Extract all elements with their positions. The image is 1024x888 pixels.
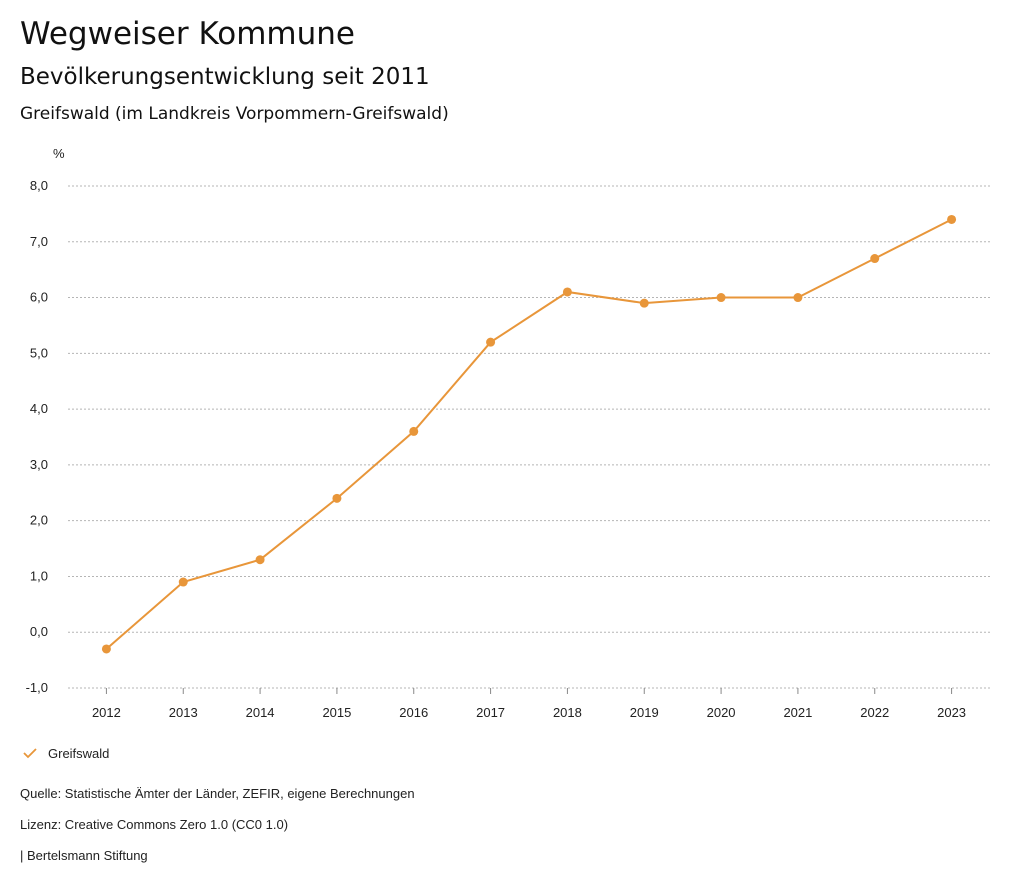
x-tick-label: 2014	[246, 705, 275, 720]
data-point[interactable]	[716, 293, 726, 303]
x-tick-label: 2012	[92, 705, 121, 720]
y-axis-unit: %	[53, 146, 65, 161]
y-tick-label: 1,0	[30, 568, 48, 583]
y-tick-label: -1,0	[26, 680, 48, 695]
license-note: Lizenz: Creative Commons Zero 1.0 (CC0 1…	[20, 817, 289, 832]
data-point[interactable]	[562, 287, 572, 297]
x-tick-label: 2017	[476, 705, 505, 720]
data-point[interactable]	[793, 293, 803, 303]
page-title: Wegweiser Kommune	[20, 16, 355, 52]
data-point[interactable]	[178, 577, 188, 587]
data-point[interactable]	[101, 644, 111, 654]
series-layer	[101, 214, 957, 654]
legend-label: Greifswald	[48, 745, 110, 761]
series-line	[105, 218, 953, 650]
x-tick-label: 2020	[707, 705, 736, 720]
data-point[interactable]	[947, 214, 957, 224]
x-axis: 2012 2013 2014 2015 2016 2017 2018 2019 2020 2021…	[92, 688, 966, 720]
y-tick-label: 7,0	[30, 234, 48, 249]
y-tick-label: 2,0	[30, 513, 48, 528]
x-tick-label: 2016	[399, 705, 428, 720]
publisher-note: | Bertelsmann Stiftung	[20, 848, 148, 863]
y-tick-label: 0,0	[30, 624, 48, 639]
chart-subtitle: Bevölkerungsentwicklung seit 2011	[20, 64, 430, 90]
region-label: Greifswald (im Landkreis Vorpommern-Grei…	[20, 104, 449, 124]
data-point[interactable]	[870, 254, 880, 264]
line-chart: %-1,00,01,02,03,04,05,06,07,08,0 2012 201…	[26, 146, 990, 720]
x-tick-label: 2019	[630, 705, 659, 720]
x-tick-label: 2013	[169, 705, 198, 720]
x-tick-label: 2015	[322, 705, 351, 720]
x-tick-label: 2018	[553, 705, 582, 720]
y-tick-label: 3,0	[30, 457, 48, 472]
x-tick-label: 2023	[937, 705, 966, 720]
x-tick-label: 2021	[783, 705, 812, 720]
y-tick-label: 8,0	[30, 178, 48, 193]
source-note: Quelle: Statistische Ämter der Länder, Z…	[20, 786, 415, 801]
y-tick-label: 5,0	[30, 345, 48, 360]
grid-lines	[68, 185, 990, 689]
y-tick-label: 6,0	[30, 290, 48, 305]
data-point[interactable]	[409, 426, 419, 436]
x-tick-label: 2022	[860, 705, 889, 720]
legend[interactable]: Greifswald	[22, 745, 109, 761]
data-point[interactable]	[639, 298, 649, 308]
y-axis: % -1,0 0,0 1,0 2,0 3,0 4,0 5,0 6,0 7,0 8,0	[26, 146, 65, 695]
data-point[interactable]	[332, 493, 342, 503]
y-tick-label: 4,0	[30, 401, 48, 416]
data-point[interactable]	[255, 555, 265, 565]
checkmark-icon	[23, 748, 37, 759]
data-point[interactable]	[486, 337, 496, 347]
